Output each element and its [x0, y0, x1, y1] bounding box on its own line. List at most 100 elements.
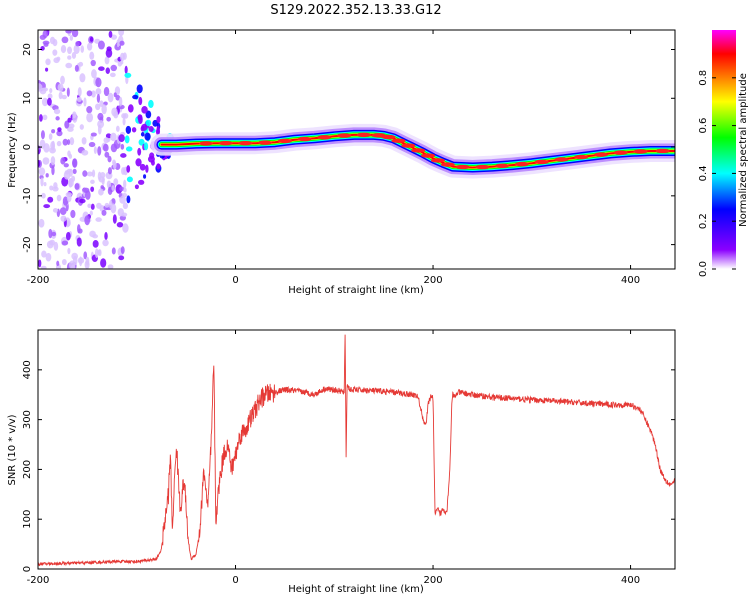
transition-blob	[143, 142, 149, 151]
transition-blob	[143, 174, 147, 179]
noise-speck	[52, 186, 59, 192]
noise-speck	[52, 49, 58, 56]
noise-speck	[115, 184, 123, 194]
spectrogram-y-label: Frequency (Hz)	[7, 112, 18, 188]
noise-speck	[51, 129, 56, 134]
noise-speck	[89, 210, 93, 216]
noise-speck	[107, 92, 114, 103]
noise-speck	[83, 251, 88, 260]
transition-blob	[145, 119, 152, 127]
snr-x-label: Height of straight line (km)	[288, 584, 424, 595]
transition-blob	[124, 72, 132, 78]
noise-speck	[42, 157, 50, 165]
noise-speck	[72, 158, 78, 168]
noise-speck	[123, 112, 129, 119]
noise-speck	[120, 60, 124, 65]
noise-speck	[84, 215, 91, 226]
x-tick-label: 0	[232, 275, 238, 286]
noise-speck	[117, 208, 124, 217]
noise-speck	[47, 97, 52, 106]
x-tick-label: 400	[621, 275, 640, 286]
transition-blob	[144, 132, 151, 141]
noise-speck	[72, 168, 77, 174]
transition-blob	[156, 116, 161, 124]
noise-speck	[109, 72, 116, 78]
y-tick-label: 0	[22, 144, 33, 150]
x-tick-label: 200	[423, 575, 442, 586]
noise-speck	[95, 217, 102, 222]
noise-speck	[120, 246, 125, 254]
ridge-peak	[440, 162, 455, 167]
noise-speck	[47, 93, 53, 100]
noise-speck	[92, 239, 99, 248]
noise-speck	[60, 75, 65, 85]
x-tick-label: 400	[621, 575, 640, 586]
noise-speck	[111, 107, 118, 117]
noise-speck	[86, 106, 93, 114]
transition-blob	[126, 176, 133, 183]
ridge-peak	[613, 150, 628, 155]
x-tick-label: 0	[232, 575, 238, 586]
noise-speck	[95, 88, 102, 95]
snr-panel: -200 0 200 400 0 100 200 300 400 Height of strai…	[7, 329, 676, 595]
noise-speck	[70, 209, 76, 219]
noise-speck	[87, 203, 92, 208]
noise-speck	[69, 137, 75, 146]
noise-speck	[112, 161, 117, 170]
noise-speck	[49, 88, 53, 94]
transition-blob	[124, 135, 130, 144]
noise-speck	[72, 111, 77, 119]
noise-speck	[84, 260, 90, 269]
noise-speck	[97, 119, 105, 129]
noise-speck	[56, 194, 62, 202]
noise-speck	[107, 167, 112, 175]
noise-speck	[85, 190, 91, 200]
transition-blob	[140, 132, 145, 137]
noise-speck	[105, 133, 112, 139]
noise-speck	[107, 186, 113, 196]
noise-speck	[72, 255, 78, 266]
spectrogram-frame	[37, 29, 676, 270]
noise-speck	[91, 90, 96, 98]
noise-speck	[104, 202, 110, 208]
transition-blob	[141, 106, 148, 114]
noise-speck	[38, 83, 43, 92]
noise-speck	[90, 186, 95, 192]
noise-speck	[95, 77, 102, 88]
transition-blob	[145, 110, 152, 119]
noise-speck	[102, 143, 109, 152]
noise-speck	[122, 117, 126, 126]
noise-speck	[108, 30, 113, 38]
noise-speck	[79, 124, 84, 130]
noise-speck	[64, 120, 70, 129]
snr-y-label: SNR (10 * v/v)	[7, 414, 18, 485]
noise-speck	[93, 146, 97, 154]
noise-speck	[40, 265, 47, 269]
transition-blob	[126, 195, 131, 204]
noise-speck	[111, 247, 116, 255]
x-tick-label: -200	[27, 275, 50, 286]
noise-speck	[46, 240, 54, 249]
y-tick-label: 100	[22, 510, 33, 529]
noise-speck	[66, 87, 70, 97]
snr-frame	[37, 329, 676, 570]
noise-speck	[111, 185, 115, 191]
noise-speck	[86, 42, 93, 51]
noise-speck	[45, 173, 49, 178]
noise-speck	[68, 178, 73, 188]
noise-speck	[60, 215, 67, 222]
transition-blob	[156, 164, 161, 169]
transition-blob	[134, 184, 139, 190]
noise-speck	[107, 155, 112, 163]
noise-speck	[66, 194, 72, 203]
noise-speck	[73, 44, 80, 55]
noise-speck	[41, 250, 47, 258]
ridge-peak	[356, 132, 371, 138]
noise-speck	[80, 45, 85, 53]
noise-speck	[119, 40, 125, 46]
noise-speck	[47, 196, 54, 203]
noise-speck	[57, 83, 64, 92]
ridge-peak	[401, 143, 416, 148]
noise-speck	[74, 64, 79, 72]
noise-speck	[76, 96, 82, 103]
